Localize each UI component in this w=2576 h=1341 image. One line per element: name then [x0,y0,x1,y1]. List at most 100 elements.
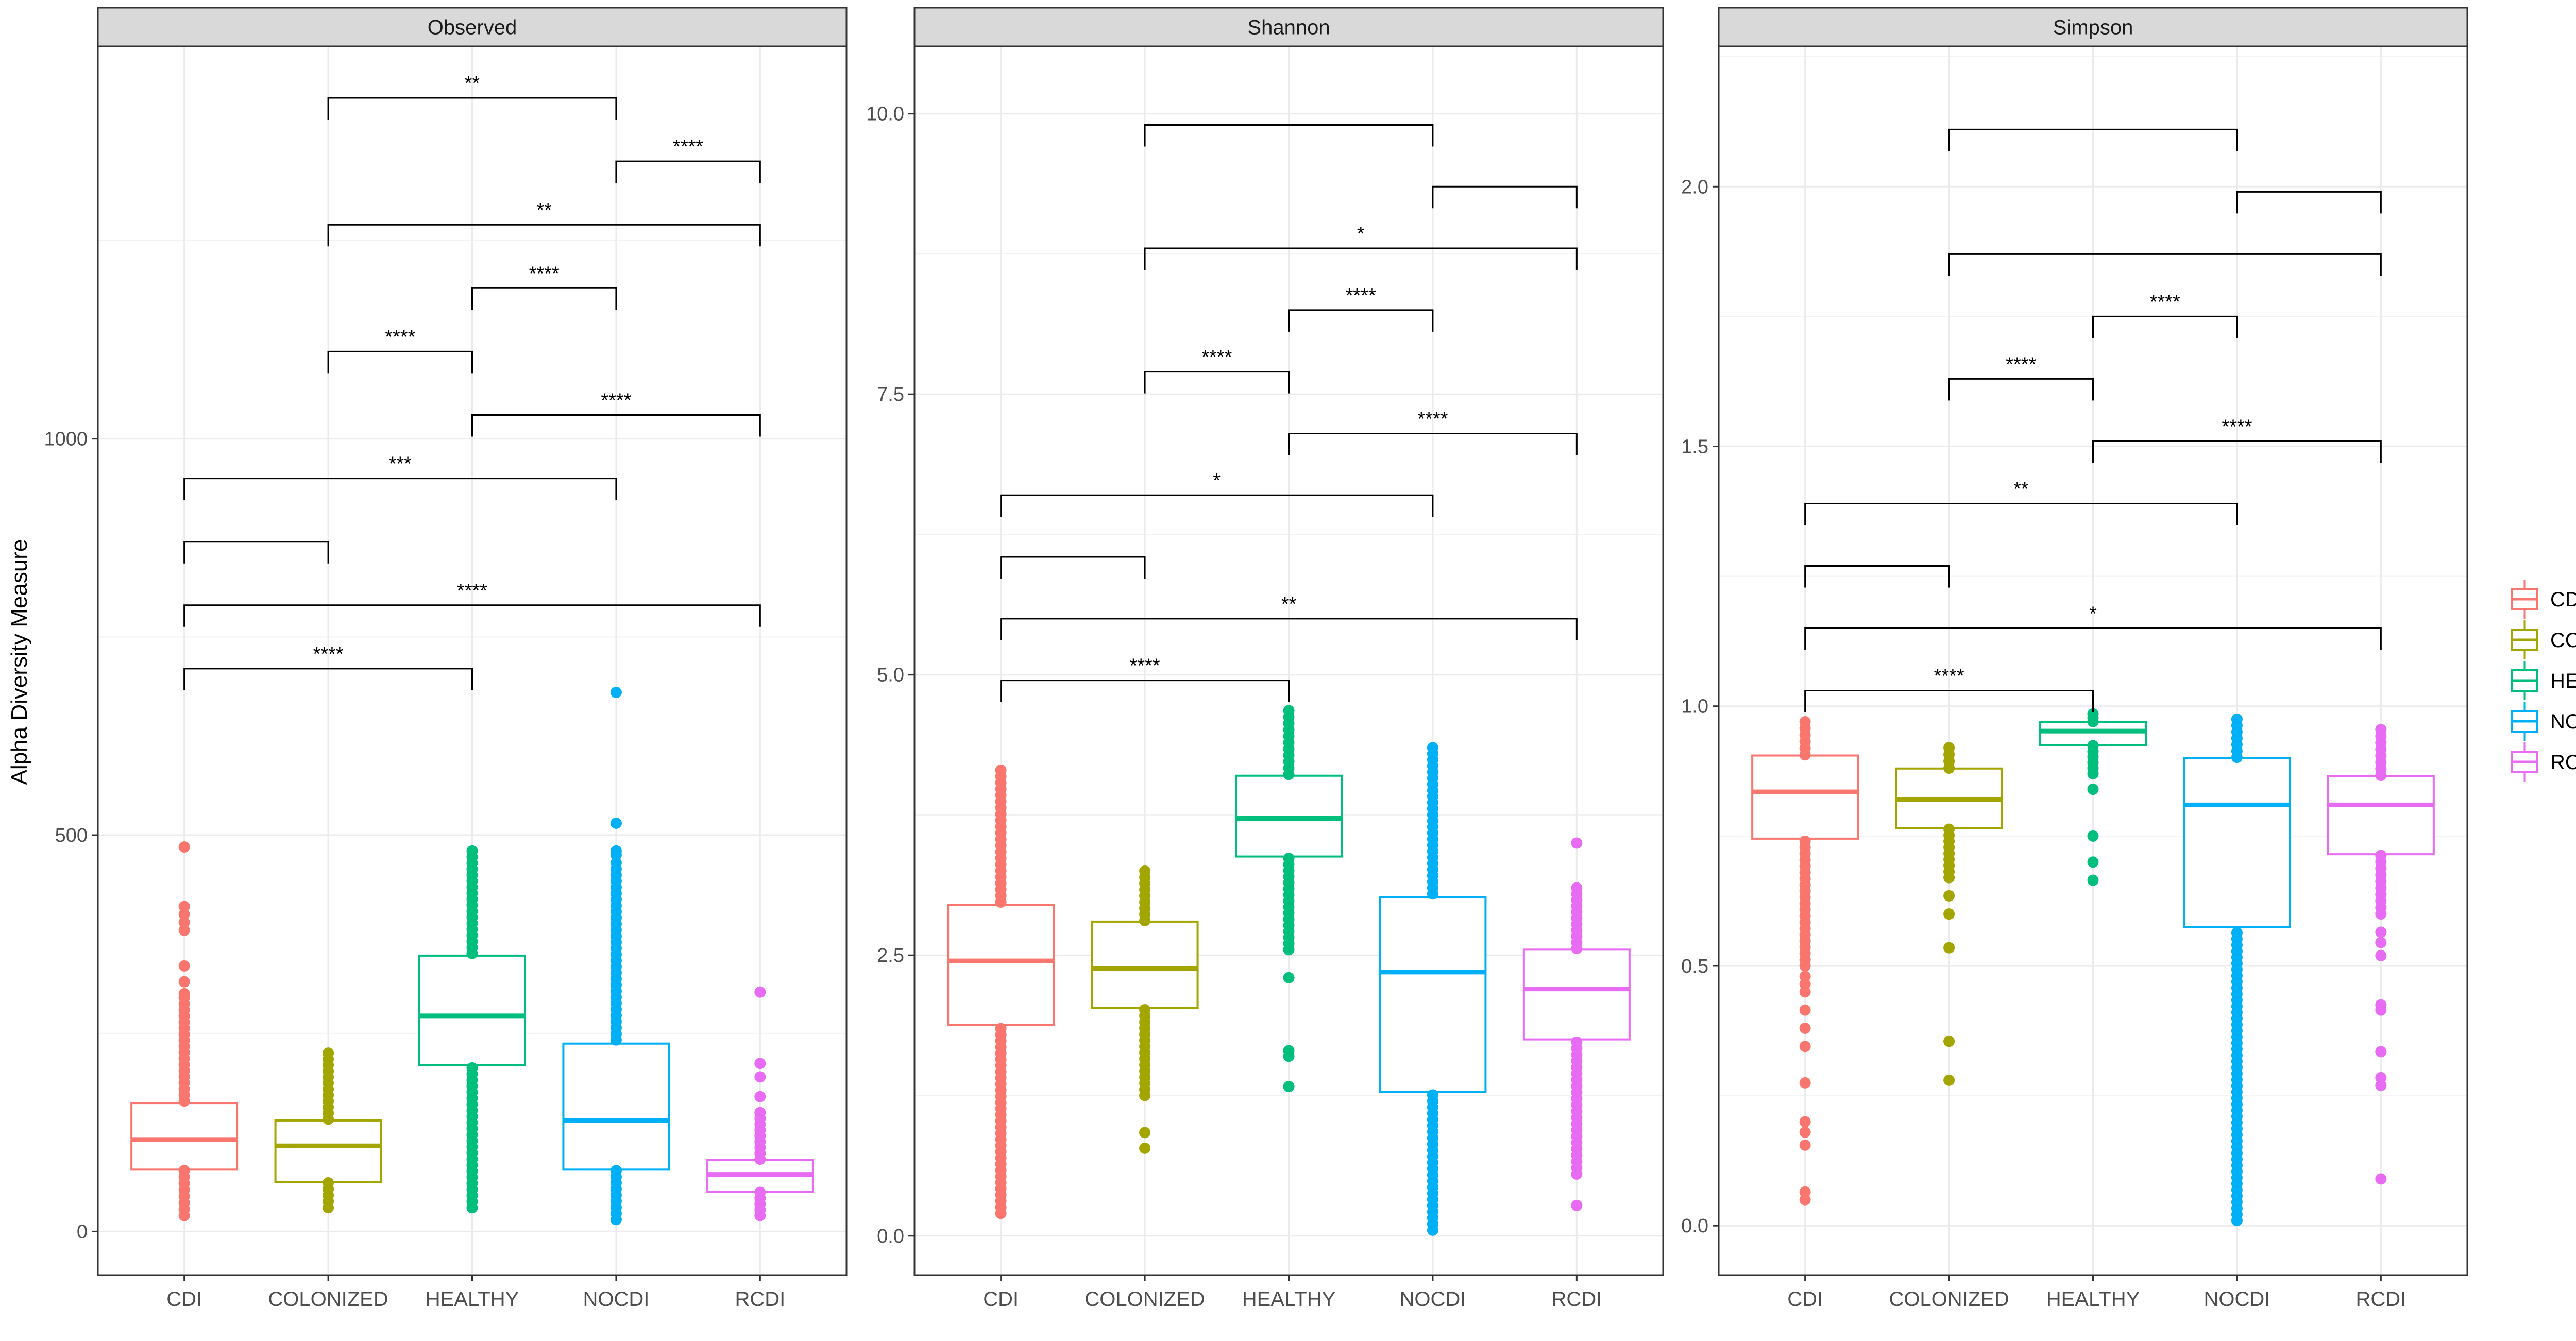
outlier-point [2087,856,2099,868]
outlier-point [754,986,766,998]
significance-label: **** [2006,353,2036,375]
bracket-line [1288,432,1578,455]
outlier-point [1571,837,1583,849]
significance-bracket [183,541,329,564]
y-tick-label: 0.5 [1681,956,1708,977]
x-tick-label: HEALTHY [1242,1288,1336,1311]
significance-label: **** [385,326,415,348]
y-axis-title: Alpha Diversity Measure [7,539,32,785]
significance-label: * [1213,470,1221,491]
significance-bracket: **** [1144,347,1290,394]
y-tick-label: 500 [55,825,88,846]
y-tick-label: 2.5 [877,945,904,966]
outlier-point [1139,1142,1151,1154]
box-colonized [1091,865,1199,1154]
data-point [995,1023,1007,1034]
x-tick-label: COLONIZED [268,1288,388,1311]
box-rcdi [706,986,814,1221]
outlier-point [1799,1116,1811,1128]
bracket-line [327,224,761,247]
outlier-point [178,960,190,972]
box-iqr [1751,754,1859,840]
box-rcdi [1522,837,1631,1211]
outlier-point [1799,1004,1811,1016]
box-iqr [947,904,1055,1026]
y-tick-label: 2.0 [1681,176,1708,198]
bracket-line [183,478,617,500]
y-tick-label: 0 [77,1221,88,1243]
data-point [2087,740,2099,752]
outlier-point [1571,1199,1583,1211]
outlier-point [754,1058,766,1070]
box-iqr [1091,920,1199,1009]
significance-label: ** [1281,593,1297,615]
data-point [2231,927,2243,939]
bracket-line [183,541,329,564]
legend-entry-rcdi: RCDI [2511,742,2576,782]
box-colonized [1895,742,2003,1086]
bracket-line [327,97,617,120]
data-point [1283,853,1295,864]
data-point [1139,865,1151,877]
legend-entry-colonized: COLONIZED [2511,620,2576,659]
outlier-point [1799,971,1811,982]
data-point [1571,1036,1583,1048]
outlier-point [2375,1072,2387,1083]
box-healthy [1235,705,1343,1093]
data-point [466,845,478,857]
box-nocdi [562,687,670,1226]
legend-label: RCDI [2550,751,2576,774]
outlier-point [178,924,190,936]
significance-label: **** [2150,291,2180,313]
data-point [1943,742,1955,754]
significance-label: *** [389,453,412,475]
significance-label: ** [465,73,480,94]
outlier-point [2375,926,2387,938]
bracket-line [1948,128,2238,151]
significance-bracket: **** [2092,291,2238,338]
box-nocdi [2183,713,2291,1227]
bracket-line [183,604,761,627]
box-cdi [130,841,239,1221]
bracket-line [1144,247,1578,270]
bracket-line [1804,565,1950,588]
data-point [610,1165,622,1177]
significance-bracket: **** [1288,285,1434,332]
outlier-point [1139,1127,1151,1139]
outlier-point [1799,1194,1811,1206]
outlier-point [1943,890,1955,902]
box-colonized [274,1047,382,1214]
y-tick-label: 7.5 [877,384,904,405]
data-point [2375,724,2387,736]
significance-bracket [1948,128,2238,151]
outlier-point [178,976,190,988]
significance-label: **** [529,263,560,284]
y-tick-label: 1000 [44,429,88,450]
significance-bracket: **** [615,136,761,183]
bracket-line [1000,494,1434,517]
outlier-point [178,916,190,928]
outlier-point [1283,1045,1295,1057]
facet-strip [1718,7,2468,47]
significance-bracket: **** [471,263,617,310]
box-iqr [2183,757,2291,928]
box-iqr [2327,775,2435,856]
box-iqr [1379,895,1487,1093]
data-point [1799,835,1811,847]
facet-strip-title: Simpson [2053,16,2133,39]
significance-bracket [1144,124,1434,147]
outlier-point [1943,908,1955,920]
data-point [1799,716,1811,727]
x-tick-label: RCDI [1551,1288,1602,1311]
outlier-point [2375,1046,2387,1058]
significance-bracket [1804,565,1950,588]
outlier-point [178,901,190,912]
outlier-point [2087,874,2099,886]
significance-label: ** [536,199,552,221]
data-point [178,1165,190,1177]
significance-bracket [1432,185,1578,209]
bracket-line [2092,440,2382,463]
x-tick-label: NOCDI [1399,1288,1466,1311]
data-point [1283,705,1295,717]
legend-entry-healthy: HEALTHY [2511,661,2576,700]
